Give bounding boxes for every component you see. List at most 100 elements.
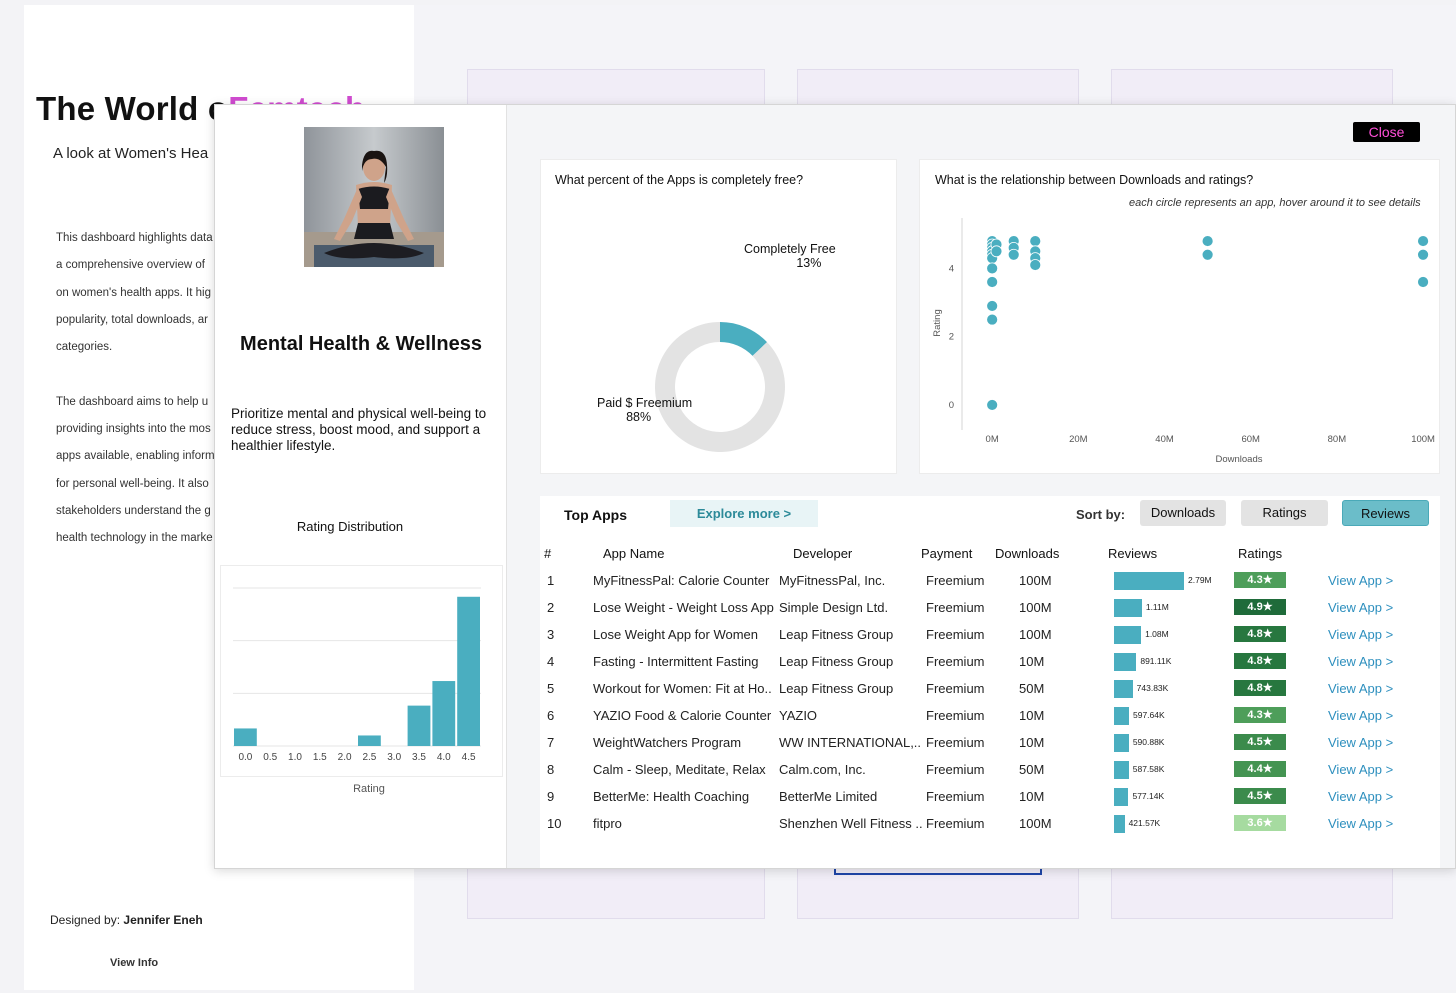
reviews-value: 577.14K [1132,791,1165,801]
histogram-tick-label: 3.0 [387,752,401,763]
close-button[interactable]: Close [1353,122,1420,142]
row-num: 5 [547,681,555,696]
rating-badge: 3.6★ [1234,815,1286,831]
col-header-downloads: Downloads [995,546,1060,561]
histogram-tick-label: 0.5 [263,752,277,763]
histogram-tick-label: 1.5 [313,752,327,763]
reviews-value: 1.11M [1145,602,1169,612]
payment: Freemium [926,573,985,588]
developer: Leap Fitness Group [779,681,894,696]
payment: Freemium [926,762,985,777]
row-num: 6 [547,708,555,723]
col-header-ratings: Ratings [1238,546,1283,561]
explore-more-button[interactable]: Explore more > [670,500,818,527]
downloads: 100M [1019,627,1052,642]
view-app-link[interactable]: View App > [1328,708,1394,723]
scatter-point [1417,248,1429,261]
developer: MyFitnessPal, Inc. [779,573,886,588]
reviews-bar [1114,572,1184,590]
top-apps-panel: Top Apps Explore more > Sort by: Downloa… [540,496,1440,868]
app-name: BetterMe: Health Coaching [593,789,750,804]
app-name: Lose Weight - Weight Loss App [593,600,774,615]
free-apps-question: What percent of the Apps is completely f… [555,173,804,187]
dashboard-subtitle: A look at Women's Hea [53,145,209,162]
developer: Leap Fitness Group [779,627,894,642]
reviews-bar [1114,626,1142,644]
description-line: The dashboard aims to help u [56,395,209,408]
view-app-link[interactable]: View App > [1328,735,1394,750]
payment: Freemium [926,708,985,723]
rating-axis-label: Rating [353,783,385,795]
free-apps-panel: What percent of the Apps is completely f… [540,159,897,474]
payment: Freemium [926,654,985,669]
scatter-point [986,300,999,312]
table-row: 10 fitpro Shenzhen Well Fitness .. Freem… [540,810,1440,837]
histogram-tick-label: 0.0 [238,752,252,763]
description-line: This dashboard highlights data [56,232,213,244]
x-tick-label: 100M [1411,434,1435,445]
view-app-link[interactable]: View App > [1328,573,1394,588]
view-info-link[interactable]: View Info [110,957,159,969]
x-axis-label: Downloads [1216,454,1263,465]
description-line: stakeholders understand the g [56,505,211,517]
scatter-point [990,245,1003,258]
donut-slice [720,322,768,356]
reviews-value: 891.11K [1140,656,1172,666]
reviews-bar [1114,680,1133,698]
developer: WW INTERNATIONAL,.. [779,735,922,750]
scatter-point [1201,235,1214,247]
payment: Freemium [926,681,985,696]
row-num: 4 [547,654,555,669]
rating-badge: 4.8★ [1234,653,1286,669]
sort-ratings-button[interactable]: Ratings [1241,500,1328,526]
table-row: 1 MyFitnessPal: Calorie Counter MyFitnes… [540,567,1440,594]
scatter-question: What is the relationship between Downloa… [935,173,1254,187]
histogram-tick-label: 4.5 [462,752,476,763]
histogram-bar [432,681,456,746]
table-row: 7 WeightWatchers Program WW INTERNATIONA… [540,729,1440,756]
view-app-link[interactable]: View App > [1328,762,1394,777]
app-name: YAZIO Food & Calorie Counter [593,708,772,723]
top-apps-header: Top Apps Explore more > Sort by: Downloa… [540,496,1440,532]
row-num: 10 [547,816,562,831]
view-app-link[interactable]: View App > [1328,789,1394,804]
row-num: 8 [547,762,555,777]
table-row: 9 BetterMe: Health Coaching BetterMe Lim… [540,783,1440,810]
downloads: 100M [1019,573,1052,588]
donut-slice [655,322,785,452]
view-app-link[interactable]: View App > [1328,627,1394,642]
scatter-point [1201,248,1214,261]
rating-badge: 4.3★ [1234,572,1286,588]
view-app-link[interactable]: View App > [1328,654,1394,669]
reviews-bar [1114,761,1129,779]
histogram-tick-label: 1.0 [288,752,302,763]
scatter-point [1417,276,1429,288]
view-app-link[interactable]: View App > [1328,681,1394,696]
x-tick-label: 60M [1241,434,1260,445]
row-num: 2 [547,600,555,615]
description-line: popularity, total downloads, ar [56,313,208,326]
downloads: 100M [1019,816,1052,831]
col-header-app-name: App Name [603,546,665,561]
rating-badge: 4.8★ [1234,680,1286,696]
downloads-ratings-scatter: 0M 20M 40M 60M 80M 100M 0 2 4 Downloads Rating [932,218,1435,465]
reviews-value: 1.08M [1145,629,1169,639]
scatter-point [1007,248,1020,261]
developer: YAZIO [779,708,818,723]
scatter-point [1029,259,1042,271]
description-line: providing insights into the mos [56,423,211,436]
rating-distribution-title: Rating Distribution [296,519,404,534]
free-apps-donut-chart [655,322,785,452]
sort-reviews-button[interactable]: Reviews [1342,500,1429,526]
sort-downloads-button[interactable]: Downloads [1140,500,1226,526]
description-line: a comprehensive overview of [56,259,205,272]
reviews-bar [1114,707,1129,725]
reviews-bar [1114,815,1125,833]
view-app-link[interactable]: View App > [1328,816,1394,831]
payment: Freemium [926,735,985,750]
developer: Shenzhen Well Fitness .. [779,816,923,831]
histogram-tick-label: 3.5 [412,752,426,763]
row-num: 3 [547,627,555,642]
view-app-link[interactable]: View App > [1328,600,1394,615]
developer: Calm.com, Inc. [779,762,866,777]
